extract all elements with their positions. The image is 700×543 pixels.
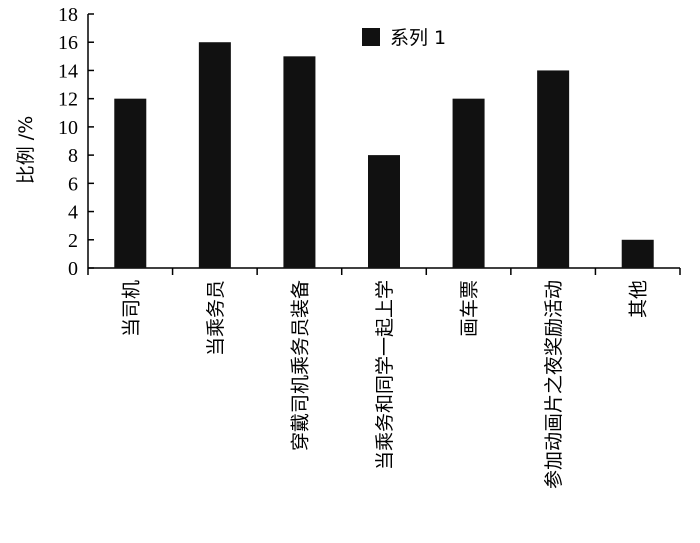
- y-tick-label: 0: [68, 258, 78, 280]
- x-tick-label: 穿戴司机乘务员装备: [289, 280, 311, 451]
- x-tick-label: 其他: [628, 280, 650, 318]
- bar: [283, 56, 316, 269]
- y-tick-label: 16: [58, 32, 78, 54]
- y-tick-label: 2: [68, 230, 78, 252]
- y-tick-label: 4: [68, 202, 78, 224]
- y-tick-label: 8: [68, 145, 78, 167]
- y-tick-label: 18: [58, 4, 78, 26]
- y-tick-label: 10: [58, 117, 78, 139]
- legend-label: 系列 1: [390, 27, 446, 49]
- y-tick-label: 12: [58, 89, 78, 111]
- y-axis-label: 比例 /%: [15, 116, 37, 185]
- bar: [114, 98, 147, 269]
- x-tick-label: 当乘务员: [205, 280, 227, 356]
- bar: [452, 98, 485, 269]
- bar: [198, 42, 231, 268]
- x-tick-label: 当司机: [120, 280, 142, 337]
- bar: [537, 70, 570, 268]
- legend-swatch: [362, 28, 380, 46]
- x-tick-label: 当乘务和同学一起上学: [374, 280, 396, 470]
- y-tick-label: 14: [58, 60, 78, 82]
- bar: [621, 239, 654, 268]
- x-tick-label: 画车票: [459, 280, 481, 337]
- bar: [368, 155, 400, 268]
- x-tick-label: 参加动画片之夜奖励活动: [543, 280, 565, 489]
- y-tick-label: 6: [68, 173, 78, 195]
